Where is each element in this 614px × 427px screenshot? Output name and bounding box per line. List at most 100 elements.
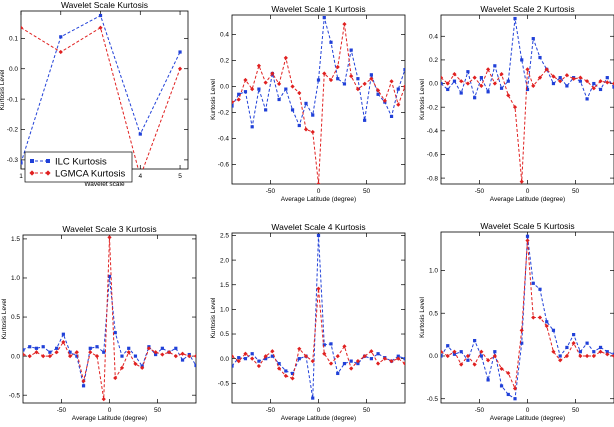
ilc-point (127, 346, 131, 350)
ilc-point (605, 76, 609, 80)
x-tick-label: 0 (108, 407, 112, 414)
y-tick-label: 0.0 (429, 353, 438, 360)
lgmca-point (310, 359, 315, 364)
ilc-point (363, 118, 367, 122)
lgmca-point (479, 83, 484, 89)
ilc-point (466, 70, 470, 74)
chart-title: Wavelet Scale 2 Kurtosis (480, 4, 574, 14)
ilc-point (396, 87, 400, 91)
lgmca-point (243, 77, 248, 83)
lgmca-point (256, 63, 262, 68)
lgmca-point (512, 105, 518, 110)
lgmca-point (67, 354, 73, 359)
chart-panel-4: Wavelet Scale 3 Kurtosis -50 0 50 -0.5 0.0 0.5… (1, 224, 197, 422)
lgmca-point (58, 49, 63, 55)
ilc-point (316, 78, 321, 82)
ilc-point (107, 274, 112, 279)
ilc-point (98, 13, 103, 18)
ilc-point (531, 281, 535, 285)
lgmca-point (459, 79, 464, 84)
lgmca-point (101, 396, 106, 402)
ilc-series-line (232, 235, 405, 399)
ilc-point (612, 85, 614, 89)
lgmca-point (472, 362, 477, 367)
lgmca-point (140, 365, 145, 370)
plot-frame (440, 231, 614, 404)
lgmca-point (236, 97, 241, 102)
ilc-point (284, 87, 288, 91)
ilc-point (466, 358, 470, 362)
lgmca-point (47, 354, 53, 359)
y-tick-label: 0.5 (11, 314, 20, 321)
lgmca-point (94, 354, 100, 359)
y-tick-label: -0.1 (7, 96, 19, 103)
lgmca-point (54, 350, 59, 355)
ilc-point (88, 346, 92, 350)
x-axis-label: Average Latitude (degree) (281, 196, 356, 203)
plot-frame (22, 234, 197, 404)
chart-panel-1: Wavelet Scale Kurtosis12345-0.3-0.2-0.10… (0, 0, 189, 188)
y-tick-label: -0.5 (427, 396, 439, 403)
lgmca-point (61, 339, 66, 345)
chart-panel-3: Wavelet Scale 2 Kurtosis -50 0 50 -0.8 -0.6 -0… (419, 4, 614, 203)
chart-title: Wavelet Scale Kurtosis (61, 0, 148, 10)
lgmca-point (310, 129, 315, 135)
lgmca-point (107, 235, 112, 240)
lgmca-point (369, 76, 374, 81)
lgmca-point (316, 181, 321, 184)
ilc-point (441, 354, 443, 358)
lgmca-point (465, 81, 471, 86)
lgmca-point (375, 361, 381, 366)
x-tick-label: 1 (19, 173, 23, 180)
lgmca-point (598, 349, 603, 354)
ilc-point (592, 350, 596, 354)
lgmca-point (584, 79, 590, 84)
lgmca-point (558, 358, 563, 363)
ilc-point (232, 364, 234, 368)
y-tick-label: 2.5 (220, 233, 229, 240)
lgmca-point (316, 286, 321, 291)
lgmca-point (342, 344, 347, 349)
lgmca-point (177, 66, 183, 71)
lgmca-point (512, 386, 518, 391)
ilc-point (257, 359, 261, 363)
ilc-point (243, 357, 248, 361)
x-axis-label: Average Latitude (degree) (72, 415, 147, 422)
ilc-point (81, 384, 86, 388)
ilc-point (237, 356, 241, 360)
y-tick-label: 0.4 (429, 33, 438, 40)
ilc-point (133, 354, 138, 358)
lgmca-point (611, 353, 614, 359)
y-tick-label: -0.5 (9, 392, 21, 399)
lgmca-series-line (232, 288, 405, 380)
lgmca-point (396, 102, 401, 107)
ilc-point (525, 87, 530, 92)
legend-marker (29, 170, 35, 176)
lgmca-point (452, 71, 457, 77)
legend-marker (46, 159, 50, 163)
series-group (21, 13, 183, 169)
ilc-point (297, 357, 301, 361)
lgmca-point (21, 25, 24, 30)
ilc-point (95, 345, 99, 349)
ilc-point (329, 40, 333, 44)
ilc-point (270, 354, 274, 358)
ilc-point (452, 79, 457, 83)
lgmca-point (578, 75, 583, 80)
lgmca-point (328, 77, 334, 83)
legend-entry-label: ILC Kurtosis (55, 157, 107, 168)
ilc-point (34, 346, 39, 350)
ilc-point (304, 101, 308, 105)
ilc-point (23, 348, 25, 352)
ilc-point (316, 233, 321, 238)
x-axis-label: Average Latitude (degree) (281, 415, 356, 422)
lgmca-point (506, 93, 511, 98)
y-axis-label: Kurtosis Level (419, 297, 426, 338)
lgmca-point (276, 81, 282, 86)
ilc-point (160, 346, 164, 350)
y-tick-label: 0.1 (9, 36, 18, 43)
ilc-point (612, 352, 614, 356)
ilc-point (578, 350, 582, 354)
ilc-point (446, 344, 450, 348)
lgmca-point (611, 81, 614, 86)
